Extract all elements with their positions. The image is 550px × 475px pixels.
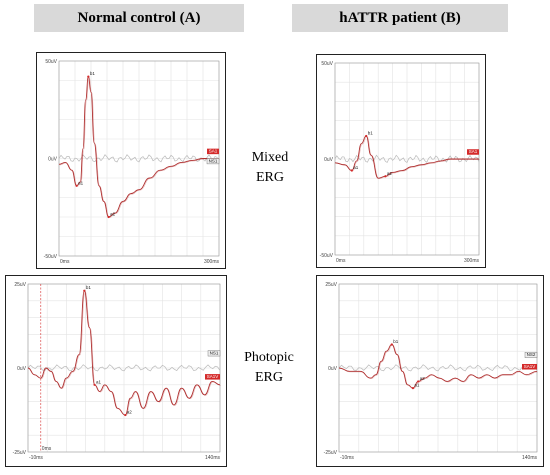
channel-tag-label: SA1: [209, 149, 218, 154]
channel-tag-label: NS1: [210, 351, 219, 356]
channel-tag-label: NS1: [209, 158, 218, 163]
peak-marker-a2: [417, 380, 420, 383]
channel-tag-bg: [522, 364, 537, 370]
baseline-reference-trace: [338, 364, 538, 372]
row-label-photopic-line1: Photopic: [244, 350, 294, 365]
x-tick-label: 0ms: [42, 446, 52, 452]
channel-tag-bg: [207, 350, 221, 357]
row-label-photopic-erg: Photopic ERG: [240, 348, 298, 388]
peak-marker-b1: [83, 289, 86, 292]
x-tick-label: 300ms: [204, 259, 220, 265]
x-tick-label: 0ms: [60, 259, 70, 265]
y-tick-label: 50uV: [321, 61, 333, 67]
channel-tag-bg: [467, 149, 479, 155]
row-label-photopic-line2: ERG: [255, 370, 283, 385]
erg-panel-hattr-photopic: 25uV 0uV -25uV -10ms 140ms a1 b1 a2 NS2 SA1V: [316, 275, 544, 467]
erg-response-trace: [338, 344, 538, 389]
y-tick-label: -25uV: [324, 450, 338, 456]
y-tick-label: -50uV: [44, 254, 58, 260]
y-tick-label: 50uV: [45, 59, 57, 65]
erg-response-trace: [334, 135, 479, 179]
row-label-mixed-line1: Mixed: [251, 150, 289, 165]
channel-tag-label: NS2: [527, 352, 536, 357]
peak-marker-b1: [365, 134, 368, 138]
y-tick-label: 0uV: [48, 157, 58, 163]
channel-tag-bg: [206, 158, 220, 165]
channel-tag-label: SA1V: [524, 364, 536, 369]
y-tick-label: 0uV: [17, 366, 27, 372]
x-tick-label: 140ms: [205, 455, 221, 461]
peak-marker-b1: [87, 75, 90, 78]
channel-tag-label: SA1: [469, 149, 478, 154]
y-tick-label: 0uV: [328, 366, 338, 372]
erg-response-trace-overlay: [335, 136, 480, 180]
y-tick-label: -50uV: [320, 253, 334, 259]
peak-label-a2: a2: [110, 212, 116, 217]
peak-label-a1: a1: [353, 165, 359, 170]
baseline-reference-trace: [58, 154, 220, 163]
erg-panel-normal-mixed: 50uV 0uV -50uV 0ms 300ms a1 b1 a2 SA1 NS1: [36, 52, 226, 269]
erg-response-trace-overlay: [28, 291, 221, 416]
row-label-mixed-erg: Mixed ERG: [248, 148, 292, 188]
x-tick-label: 140ms: [522, 455, 538, 461]
x-tick-label: -10ms: [29, 455, 43, 461]
erg-panel-hattr-mixed: 50uV 0uV -50uV 0ms 300ms a1 b1 a2 SA1: [316, 54, 486, 268]
peak-label-a2: a2: [387, 171, 393, 176]
row-label-mixed-line2: ERG: [256, 170, 284, 185]
x-tick-label: 300ms: [464, 258, 480, 264]
y-tick-label: 25uV: [325, 282, 337, 288]
peak-label-b1: b1: [368, 130, 374, 135]
peak-label-b1: b1: [393, 339, 399, 344]
peak-marker-a1: [75, 184, 78, 187]
channel-tag-bg: [524, 352, 538, 358]
channel-tag-bg: [205, 374, 220, 380]
erg-response-trace-overlay: [339, 344, 538, 389]
channel-tag-bg: [207, 148, 219, 155]
erg-response-trace-overlay: [59, 76, 220, 218]
erg-chart-hattr-photopic: 25uV 0uV -25uV-10ms 140ms a1 b1 a2 NS2 SA1V: [324, 282, 538, 461]
peak-label-a2: a2: [127, 410, 133, 415]
y-tick-label: 0uV: [324, 157, 334, 163]
y-tick-label: -25uV: [13, 450, 27, 456]
y-tick-label: 25uV: [14, 282, 26, 288]
peak-label-a1: a1: [96, 379, 102, 384]
peak-marker-a1: [350, 169, 353, 172]
peak-label-b1: b1: [86, 285, 92, 290]
peak-marker-a2: [124, 413, 127, 417]
peak-marker-a1: [93, 383, 96, 386]
peak-label-a1: a1: [78, 180, 84, 185]
erg-chart-normal-photopic: 25uV 0uV -25uV-10ms 0ms 140ms a1 b1 a2 NS1 SA1V: [13, 282, 221, 461]
erg-panel-normal-photopic: 25uV 0uV -25uV -10ms 0ms 140ms a1 b1 a2 NS1 SA1V: [5, 275, 227, 467]
channel-tag-label: SA1V: [207, 374, 219, 379]
column-header-normal-control: Normal control (A): [34, 4, 244, 32]
peak-marker-a2: [107, 215, 110, 219]
x-tick-label: 0ms: [336, 258, 346, 264]
baseline-reference-trace: [27, 364, 221, 372]
peak-marker-a2: [384, 175, 387, 178]
peak-label-a2: a2: [420, 376, 426, 381]
peak-marker-a1: [411, 387, 415, 390]
column-header-hattr-patient: hATTR patient (B): [292, 4, 508, 32]
peak-label-b1: b1: [90, 71, 96, 76]
peak-label-a1: a1: [414, 383, 420, 388]
x-tick-label: -10ms: [340, 455, 354, 461]
peak-marker-b1: [390, 343, 393, 346]
